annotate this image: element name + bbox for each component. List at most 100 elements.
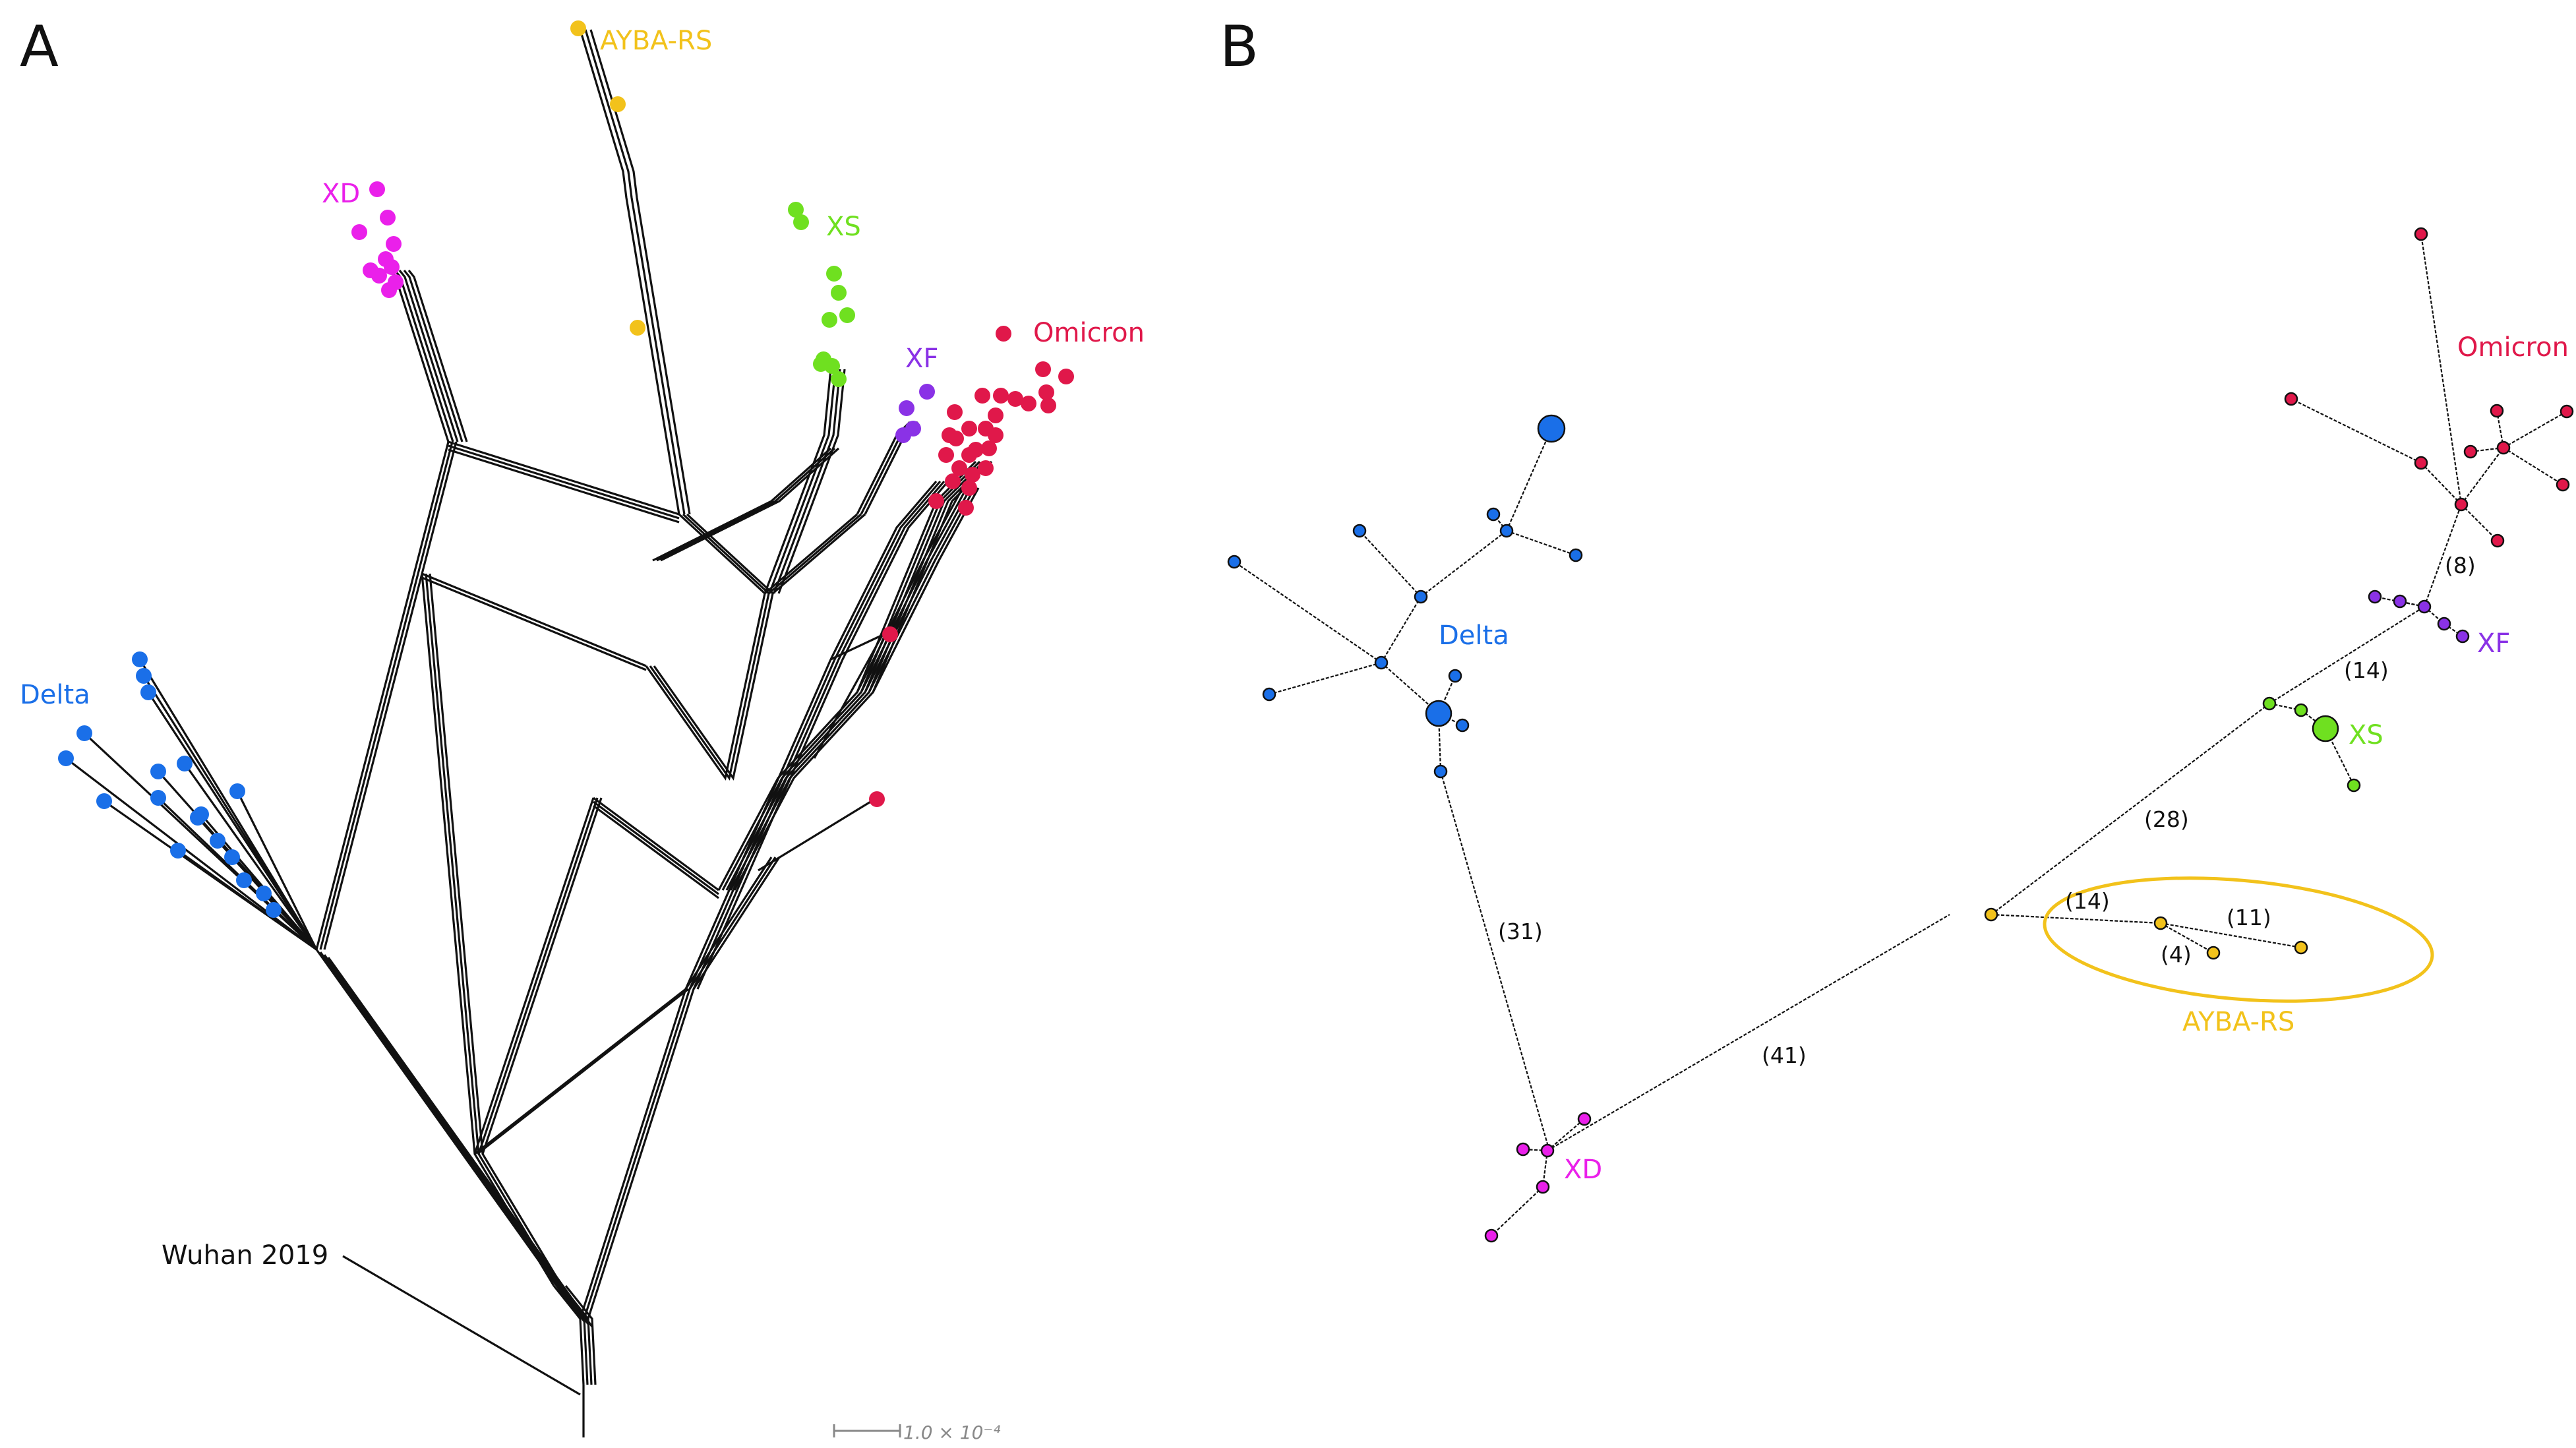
delta-tip-edge	[236, 791, 318, 950]
tip-xf	[899, 400, 914, 416]
haplotype-node-delta	[1448, 669, 1462, 683]
label-omicron-a: Omicron	[1033, 318, 1145, 348]
tip-xs	[831, 371, 847, 387]
tip-omicron	[1021, 396, 1036, 411]
haplotype-node-ayba-rs	[2206, 946, 2221, 960]
haplotype-node-xf	[2455, 629, 2470, 644]
tip-omicron	[981, 440, 997, 456]
tip-omicron	[1058, 369, 1074, 384]
tip-delta	[150, 790, 166, 806]
delta-tip-edge	[177, 849, 317, 951]
tip-delta	[224, 849, 240, 865]
haplotype-edge	[1491, 1186, 1543, 1236]
tip-delta	[150, 764, 166, 779]
split-edge	[323, 441, 458, 950]
tip-delta	[256, 886, 272, 901]
edge-label-ayba-xs: (28)	[2144, 806, 2189, 832]
haplotype-edge	[1547, 1118, 1585, 1151]
haplotype-edge	[2291, 398, 2422, 464]
label-xs-b: XS	[2349, 720, 2383, 750]
haplotype-edge	[1991, 703, 2270, 915]
tip-delta	[140, 684, 156, 700]
haplotype-node-delta	[1569, 548, 1583, 562]
haplotype-node-xs	[2294, 703, 2308, 717]
ayba-stem-edge	[589, 29, 691, 515]
ayba-rs-highlight-ellipse	[2043, 876, 2434, 1003]
edge-label-xs-xf: (14)	[2344, 657, 2389, 683]
haplotype-node-omicron	[2560, 404, 2574, 419]
tip-omicron	[945, 473, 961, 489]
haplotype-node-delta	[1455, 718, 1470, 733]
haplotype-node-xd	[1536, 1180, 1550, 1194]
haplotype-node-omicron	[2414, 227, 2428, 241]
tip-delta	[177, 756, 193, 771]
haplotype-edge	[2269, 606, 2425, 704]
delta-tip-edge	[147, 692, 318, 950]
haplotype-node-delta	[1227, 555, 1242, 569]
split-edge	[315, 441, 450, 950]
haplotype-node-xd	[1516, 1142, 1530, 1157]
split-edge	[583, 857, 777, 1319]
tip-delta	[136, 668, 152, 684]
root-delta-edge	[327, 957, 593, 1327]
haplotype-edge	[2461, 447, 2504, 505]
tip-delta	[266, 902, 282, 918]
tip-delta	[236, 872, 252, 888]
tip-xd	[380, 210, 396, 226]
split-edge	[421, 572, 647, 667]
tip-omicron	[1038, 384, 1054, 400]
haplotype-node-omicron	[2496, 440, 2511, 455]
label-xs-a: XS	[826, 212, 861, 242]
haplotype-node-delta	[1433, 764, 1448, 779]
haplotype-edge	[1420, 530, 1507, 597]
tip-omicron	[869, 791, 885, 807]
haplotype-node-omicron	[2454, 497, 2469, 512]
tip-xd	[388, 274, 404, 290]
haplotype-node-delta	[1374, 655, 1389, 670]
haplotype-network-nodes	[1227, 227, 2574, 1243]
label-omicron-b: Omicron	[2457, 332, 2569, 363]
haplotype-edge	[1381, 662, 1439, 714]
tip-omicron	[961, 421, 977, 437]
haplotype-edge	[2503, 411, 2567, 448]
omicron-outlier-edge	[813, 632, 885, 759]
tip-omicron	[1040, 398, 1056, 413]
omicron-outlier-edge	[758, 797, 878, 872]
split-edge	[593, 800, 719, 895]
split-edge	[686, 513, 866, 595]
haplotype-node-xd	[1484, 1228, 1499, 1243]
tip-delta	[96, 793, 112, 809]
split-edge	[421, 573, 555, 1286]
root-delta-edge	[319, 951, 585, 1322]
split-edge	[448, 440, 680, 516]
haplotype-node-ayba-rs	[2153, 916, 2168, 930]
haplotype-node-omicron	[2463, 444, 2478, 459]
delta-tip-edge	[157, 797, 318, 951]
tip-xs	[839, 307, 855, 323]
panel-b-letter: B	[1220, 14, 1259, 80]
label-delta-b: Delta	[1439, 620, 1509, 651]
split-edge	[473, 797, 595, 1155]
tip-omicron	[958, 500, 974, 516]
haplotype-edge	[2423, 504, 2463, 607]
haplotype-node-delta	[1486, 507, 1501, 522]
tip-delta	[132, 651, 148, 667]
edge-label-delta-xd: (31)	[1498, 919, 1543, 944]
tip-delta	[229, 783, 245, 799]
tip-omicron	[938, 447, 954, 463]
tip-omicron	[942, 427, 957, 443]
haplotype-edge	[2420, 462, 2462, 505]
split-edge	[696, 480, 949, 990]
xd-stem-edge	[403, 270, 464, 442]
tip-xs	[793, 214, 809, 230]
root-pointer-line	[342, 1255, 581, 1396]
tip-omicron	[882, 626, 898, 642]
xs-stem-edge	[768, 369, 837, 594]
split-edge	[593, 797, 719, 891]
haplotype-edge	[1269, 661, 1382, 696]
tip-delta	[170, 843, 186, 859]
haplotype-edge	[2160, 922, 2302, 949]
haplotype-edge	[2461, 504, 2498, 541]
ayba-stem-edge	[584, 29, 686, 515]
